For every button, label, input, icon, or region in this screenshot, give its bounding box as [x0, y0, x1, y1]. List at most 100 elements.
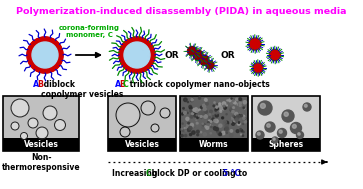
Circle shape — [224, 121, 227, 124]
Text: block DP or cooling to: block DP or cooling to — [149, 169, 250, 178]
Circle shape — [182, 128, 183, 129]
Circle shape — [194, 113, 197, 117]
Circle shape — [232, 117, 234, 119]
Circle shape — [222, 117, 224, 119]
Circle shape — [184, 98, 187, 101]
Circle shape — [188, 122, 189, 124]
Circle shape — [210, 121, 212, 122]
Circle shape — [224, 115, 225, 116]
Circle shape — [202, 113, 204, 115]
Text: B: B — [37, 80, 43, 89]
Circle shape — [221, 107, 223, 109]
Circle shape — [181, 128, 184, 131]
Circle shape — [232, 100, 234, 102]
Circle shape — [205, 115, 207, 117]
Circle shape — [198, 116, 200, 118]
Circle shape — [303, 103, 311, 111]
Circle shape — [297, 132, 303, 139]
Circle shape — [242, 115, 245, 118]
Circle shape — [198, 119, 201, 122]
Circle shape — [187, 112, 188, 114]
Text: corona-forming
monomer, C: corona-forming monomer, C — [58, 25, 119, 38]
Circle shape — [202, 123, 205, 127]
Circle shape — [204, 115, 207, 118]
Circle shape — [214, 128, 216, 130]
Circle shape — [231, 122, 232, 123]
Circle shape — [206, 99, 207, 101]
Text: Polymerization-induced disassembly (PIDA) in aqueous media: Polymerization-induced disassembly (PIDA… — [16, 7, 347, 16]
Circle shape — [194, 115, 195, 117]
Circle shape — [215, 128, 219, 131]
Circle shape — [219, 103, 221, 105]
Circle shape — [199, 111, 203, 114]
Circle shape — [236, 98, 238, 100]
Circle shape — [211, 124, 212, 126]
Circle shape — [243, 107, 244, 108]
Circle shape — [197, 134, 199, 136]
Circle shape — [235, 104, 236, 105]
Circle shape — [236, 130, 239, 132]
Circle shape — [12, 101, 28, 115]
Circle shape — [191, 99, 193, 101]
Circle shape — [227, 100, 228, 101]
Circle shape — [232, 105, 234, 108]
Circle shape — [217, 104, 218, 105]
Circle shape — [226, 114, 227, 115]
Circle shape — [205, 126, 207, 127]
Circle shape — [210, 110, 212, 113]
Circle shape — [232, 110, 234, 113]
Text: A: A — [33, 80, 39, 89]
Circle shape — [203, 133, 207, 136]
Text: C: C — [123, 80, 129, 89]
Circle shape — [272, 137, 278, 143]
Circle shape — [234, 117, 236, 119]
Circle shape — [192, 113, 193, 115]
Circle shape — [216, 112, 217, 114]
Circle shape — [234, 120, 236, 122]
Circle shape — [191, 98, 193, 101]
Circle shape — [265, 122, 275, 132]
Circle shape — [222, 131, 225, 135]
Circle shape — [241, 130, 242, 132]
Circle shape — [196, 114, 198, 116]
Text: 5 °C: 5 °C — [223, 169, 240, 178]
Circle shape — [273, 138, 275, 140]
Circle shape — [220, 133, 221, 135]
Circle shape — [206, 61, 214, 69]
Circle shape — [244, 121, 246, 123]
Circle shape — [204, 110, 207, 113]
Circle shape — [191, 124, 194, 127]
Circle shape — [195, 119, 197, 120]
Circle shape — [232, 125, 234, 126]
Circle shape — [187, 101, 188, 103]
Circle shape — [240, 110, 243, 113]
Circle shape — [184, 134, 187, 137]
Circle shape — [121, 128, 129, 136]
Circle shape — [152, 125, 158, 131]
Circle shape — [233, 121, 236, 124]
Circle shape — [233, 101, 236, 104]
Circle shape — [184, 130, 185, 132]
Circle shape — [298, 133, 300, 135]
Circle shape — [188, 122, 189, 123]
Circle shape — [229, 134, 233, 137]
Circle shape — [236, 115, 240, 118]
Circle shape — [45, 108, 56, 119]
Circle shape — [182, 113, 184, 115]
Text: C: C — [146, 169, 151, 178]
Circle shape — [231, 102, 234, 105]
Text: Vesicles: Vesicles — [24, 140, 58, 149]
Circle shape — [216, 106, 218, 108]
Circle shape — [187, 128, 191, 132]
Circle shape — [198, 109, 200, 111]
Circle shape — [183, 130, 184, 132]
Circle shape — [206, 126, 209, 129]
Circle shape — [193, 108, 196, 111]
Text: diblock
copolymer vesicles: diblock copolymer vesicles — [41, 80, 123, 99]
Circle shape — [243, 123, 244, 124]
Text: A: A — [115, 80, 121, 89]
Circle shape — [238, 122, 240, 123]
Circle shape — [277, 129, 286, 138]
Bar — [180, 96, 248, 151]
Circle shape — [184, 112, 186, 114]
